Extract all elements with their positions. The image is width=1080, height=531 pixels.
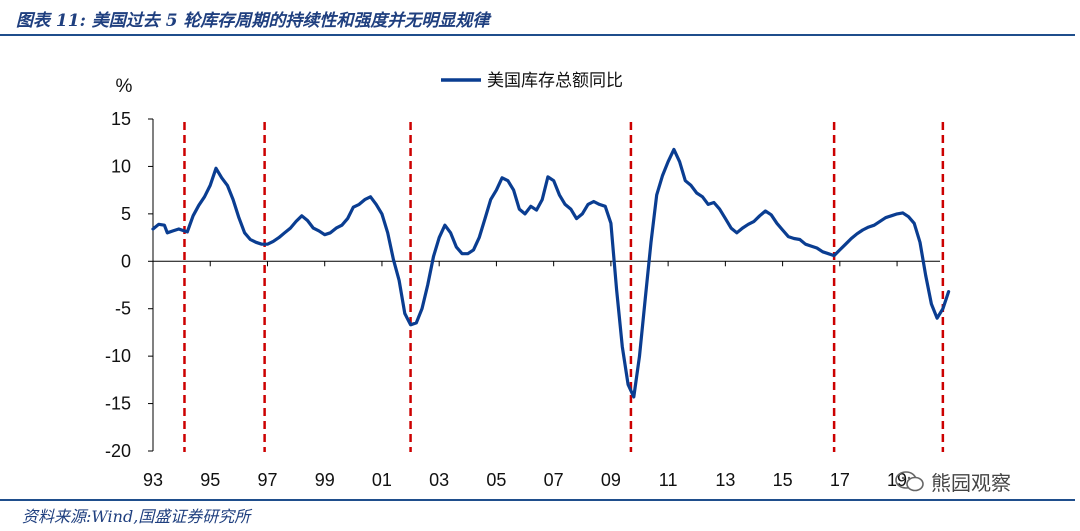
y-tick-label: -5 <box>115 299 131 319</box>
chart-axes: 15 10 5 0 -5 -10 -15 -20% 93 95 97 99 01 03 05 07 09 11 13… <box>105 76 940 490</box>
line-chart: 15 10 5 0 -5 -10 -15 -20% 93 95 97 99 01 03 05 07 09 11 13… <box>105 71 951 490</box>
watermark: 熊园观察 <box>895 467 1011 496</box>
y-tick-label: 0 <box>121 251 131 271</box>
x-tick-label: 01 <box>372 470 392 490</box>
x-tick-label: 17 <box>830 470 850 490</box>
x-tick-label: 95 <box>200 470 220 490</box>
chart-legend: 美国库存总额同比 <box>441 71 623 91</box>
cycle-marker-lines <box>183 122 945 452</box>
wechat-icon <box>895 470 924 491</box>
x-tick-label: 11 <box>659 470 678 490</box>
x-tick-label: 13 <box>715 470 735 490</box>
x-tick-label: 99 <box>315 470 335 490</box>
x-tick-label: 09 <box>601 470 621 490</box>
source-note: 资料来源:Wind,国盛证券研究所 <box>22 507 251 526</box>
x-tick-label: 15 <box>773 470 793 490</box>
y-tick-label: -10 <box>105 346 131 366</box>
legend-label: 美国库存总额同比 <box>487 71 623 91</box>
y-tick-label: 5 <box>121 204 131 224</box>
figure-title: 图表 11: 美国过去 5 轮库存周期的持续性和强度并无明显规律 <box>16 11 490 31</box>
bottom-rule <box>0 499 1075 501</box>
x-tick-label: 07 <box>544 470 564 490</box>
x-tick-label: 93 <box>143 470 163 490</box>
x-tick-label: 97 <box>257 470 277 490</box>
x-tick-label: 03 <box>429 470 449 490</box>
x-tick-label: 19 <box>887 470 907 490</box>
y-tick-label: -15 <box>105 394 131 414</box>
y-tick-label: -20 <box>105 441 131 461</box>
watermark-text: 熊园观察 <box>931 471 1011 495</box>
series-line <box>151 147 951 399</box>
x-tick-label: 05 <box>486 470 506 490</box>
y-unit-label: % <box>116 76 133 97</box>
chart-series <box>151 147 951 399</box>
y-tick-label: 15 <box>111 109 131 129</box>
y-tick-label: 10 <box>111 156 131 176</box>
top-rule <box>0 34 1075 36</box>
